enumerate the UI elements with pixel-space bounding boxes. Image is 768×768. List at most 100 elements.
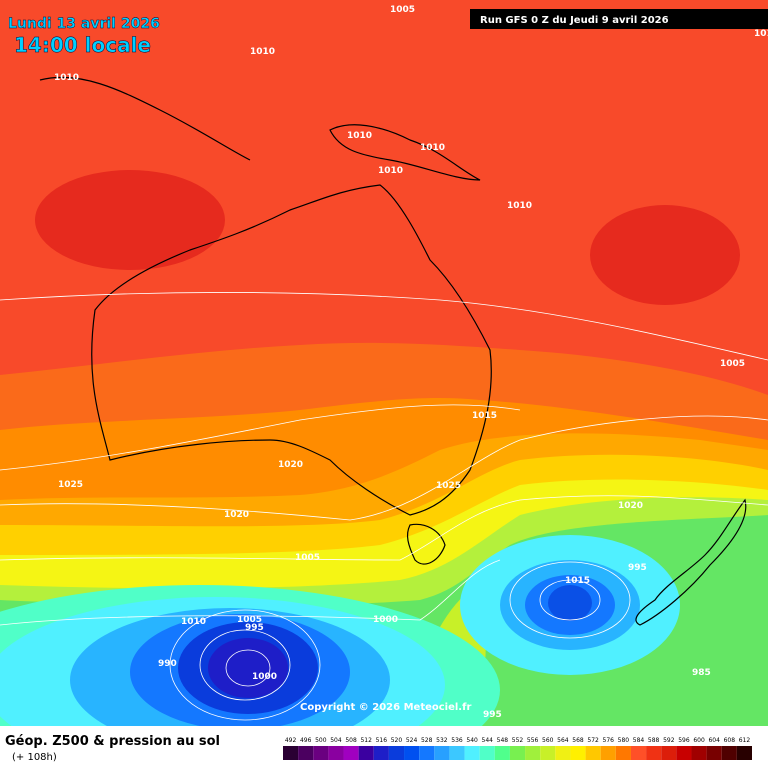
scale-label: 548 <box>497 737 509 744</box>
scale-swatch <box>298 746 314 760</box>
scale-swatch <box>464 746 480 760</box>
scale-swatch <box>630 746 647 760</box>
scale-label: 568 <box>572 737 584 744</box>
run-box <box>470 9 768 29</box>
isobar-label: 1005 <box>720 359 745 369</box>
isobar-label: 1025 <box>436 481 461 491</box>
isobar-label: 1015 <box>472 411 497 421</box>
scale-swatch <box>676 746 692 760</box>
scale-swatch <box>343 746 359 760</box>
scale-label: 592 <box>663 737 675 744</box>
isobar-label: 1010 <box>54 73 79 83</box>
isobar-label: 990 <box>158 659 177 669</box>
scale-label: 584 <box>633 737 645 744</box>
scale-swatch <box>555 746 571 760</box>
scale-label: 556 <box>527 737 539 744</box>
scale-swatch <box>540 746 556 760</box>
isobar-label: 1020 <box>278 460 303 470</box>
scale-label: 604 <box>708 737 720 744</box>
scale-label: 500 <box>315 737 327 744</box>
scale-swatch <box>328 746 344 760</box>
isobar-label: 1005 <box>237 615 262 625</box>
scale-label: 564 <box>557 737 569 744</box>
scale-label: 528 <box>421 737 433 744</box>
scale-swatch <box>721 746 737 760</box>
scale-label: 504 <box>330 737 342 744</box>
scale-label: 492 <box>285 737 297 744</box>
isobar-label: 1005 <box>295 553 320 563</box>
scale-label: 536 <box>451 737 463 744</box>
scale-swatch <box>736 746 752 760</box>
scale-label: 600 <box>693 737 705 744</box>
scale-label: 524 <box>406 737 418 744</box>
coastlines <box>39 76 747 626</box>
isobar-label: 1010 <box>250 47 275 57</box>
scale-label: 516 <box>376 737 388 744</box>
isobar-labels: 1005 1010 1010 1010 1010 1010 1010 1005 1015 1020… <box>54 5 768 720</box>
scale-swatch <box>691 746 707 760</box>
scale-swatch <box>525 746 541 760</box>
scale-label: 576 <box>603 737 615 744</box>
isobar-label: 1020 <box>224 510 249 520</box>
scale-swatch <box>419 746 435 760</box>
isobar-label: 1020 <box>618 501 643 511</box>
scale-swatch <box>449 746 465 760</box>
scale-label: 512 <box>360 737 372 744</box>
scale-swatch <box>706 746 722 760</box>
scale-label: 496 <box>300 737 312 744</box>
isobar-label: 1010 <box>420 143 445 153</box>
scale-swatch <box>646 746 662 760</box>
scale-swatch <box>313 746 329 760</box>
isobar-label: 995 <box>483 710 502 720</box>
isobar-label: 985 <box>692 668 711 678</box>
scale-label: 520 <box>391 737 403 744</box>
isobar-label: 1025 <box>58 480 83 490</box>
scale-swatch <box>615 746 631 760</box>
scale-label: 572 <box>587 737 599 744</box>
isobar-label: 1000 <box>373 615 398 625</box>
isobars <box>0 292 768 721</box>
scale-label: 552 <box>512 737 524 744</box>
scale-swatch <box>479 746 495 760</box>
scale-label: 560 <box>542 737 554 744</box>
isobar-label: 995 <box>245 623 264 633</box>
copyright: Copyright © 2026 Meteociel.fr <box>300 702 471 713</box>
scale-swatch <box>434 746 450 760</box>
scale-label: 532 <box>436 737 448 744</box>
scale-swatch <box>661 746 677 760</box>
scale-swatch <box>570 746 586 760</box>
isobar-label: 1000 <box>252 672 277 682</box>
isobar-label: 1010 <box>754 29 768 39</box>
scale-swatch <box>404 746 420 760</box>
isobar-label: 1010 <box>347 131 372 141</box>
scale-swatch <box>283 746 299 760</box>
scale-label: 612 <box>739 737 751 744</box>
isobar-label: 1015 <box>565 576 590 586</box>
scale-label: 508 <box>345 737 357 744</box>
scale-swatch <box>600 746 616 760</box>
isobar-label: 1010 <box>507 201 532 211</box>
scale-label: 540 <box>466 737 478 744</box>
scale-swatch <box>388 746 405 760</box>
scale-swatch <box>494 746 510 760</box>
scale-label: 580 <box>618 737 630 744</box>
scale-label: 544 <box>482 737 494 744</box>
forecast-date: Lundi 13 avril 2026 <box>8 16 160 32</box>
scale-swatch <box>358 746 374 760</box>
isobar-label: 995 <box>628 563 647 573</box>
scale-swatch <box>373 746 389 760</box>
footer-lead: (+ 108h) <box>12 752 57 763</box>
scale-label: 588 <box>648 737 660 744</box>
run-info: Run GFS 0 Z du Jeudi 9 avril 2026 <box>480 15 669 26</box>
forecast-time: 14:00 locale <box>14 33 151 57</box>
color-scale: 492 496 500 504 508 512 516 520 524 528 532 536 540 5… <box>283 737 752 760</box>
footer-title: Géop. Z500 & pression au sol <box>5 734 220 749</box>
scale-label: 596 <box>678 737 690 744</box>
isobar-label: 1005 <box>390 5 415 15</box>
isobar-label: 1010 <box>378 166 403 176</box>
scale-swatch <box>509 746 526 760</box>
scale-swatch <box>585 746 601 760</box>
